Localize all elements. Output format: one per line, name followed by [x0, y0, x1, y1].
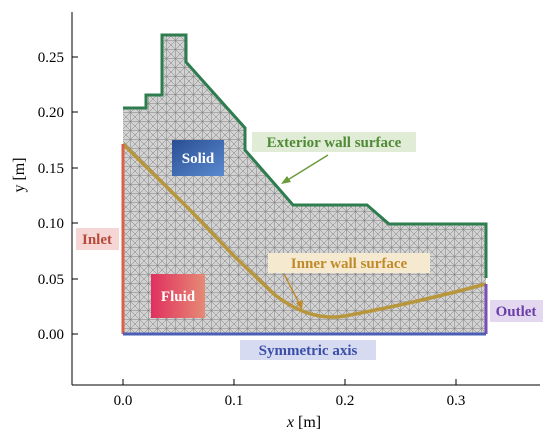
symmetric-axis-label: Symmetric axis: [259, 343, 358, 359]
x-tick-label: 0.3: [447, 393, 466, 409]
inner-wall-arrow: [283, 273, 301, 306]
inner-wall-label: Inner wall surface: [291, 256, 408, 272]
y-tick-label: 0.15: [38, 161, 64, 177]
inner-wall-arrowhead: [296, 300, 303, 310]
inlet-label: Inlet: [82, 232, 112, 248]
fluid-region: [123, 144, 486, 334]
x-axis-variable: x: [286, 414, 294, 431]
exterior-wall-arrowhead: [281, 176, 291, 184]
exterior-wall-tag: [252, 132, 416, 152]
y-tick-label: 0.00: [38, 327, 64, 343]
y-tick-label: 0.10: [38, 216, 64, 232]
x-tick-label: 0.0: [114, 393, 133, 409]
y-tick-label: 0.25: [38, 50, 64, 66]
symmetric-axis-tag: [240, 340, 376, 360]
x-tick-label: 0.2: [336, 393, 355, 409]
plot-frame: 0.00 0.05 0.10 0.15 0.20 0.25 0.0 0.1 0.…: [11, 12, 540, 431]
fluid-label-box: [151, 274, 205, 318]
x-axis-title: x [m]: [286, 414, 321, 431]
exterior-wall-label: Exterior wall surface: [267, 135, 402, 151]
inner-wall-tag: [268, 253, 430, 273]
x-tick-label: 0.1: [225, 393, 244, 409]
solid-label: Solid: [182, 151, 215, 167]
inlet-tag: [76, 228, 119, 250]
y-tick-label: 0.20: [38, 105, 64, 121]
exterior-wall-arrow: [285, 154, 329, 182]
outlet-label: Outlet: [496, 304, 537, 320]
fluid-label: Fluid: [161, 289, 196, 305]
solid-label-box: [172, 140, 224, 176]
exterior-wall-line: [123, 33, 488, 278]
x-axis-unit: [m]: [294, 414, 321, 431]
inner-wall-line: [121, 142, 487, 319]
outlet-tag: [490, 300, 543, 322]
y-tick-label: 0.05: [38, 272, 64, 288]
y-axis-title: y [m]: [11, 157, 28, 192]
